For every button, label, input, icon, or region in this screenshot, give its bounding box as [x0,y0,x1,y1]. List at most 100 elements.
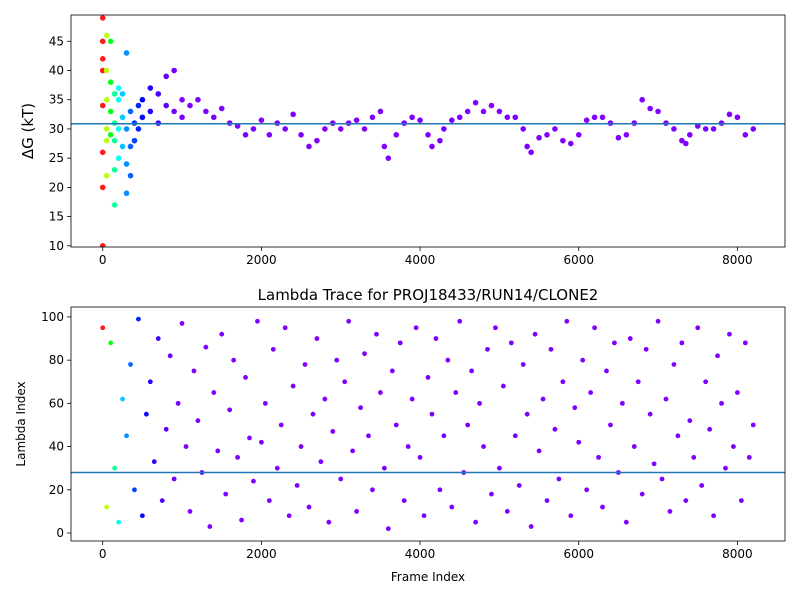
data-point [671,362,677,367]
data-point [623,131,630,138]
data-point [298,131,304,138]
data-point [750,126,757,132]
data-point [695,325,701,331]
data-point [354,508,359,514]
data-point [203,108,209,115]
data-point [707,426,713,432]
data-point [318,459,324,465]
x-tick-label: 8000 [722,547,753,561]
data-point [266,498,272,503]
data-point [417,454,423,460]
data-point [147,379,153,385]
data-point [575,131,582,138]
x-tick-label: 0 [99,547,107,561]
data-point [560,379,566,385]
data-point [235,454,241,460]
data-point [187,508,193,514]
data-point [147,85,154,91]
data-point [139,114,146,121]
data-point [163,426,169,432]
data-point [528,149,534,156]
axes-frame [70,306,786,542]
data-point [497,465,502,471]
data-point [131,137,138,144]
data-point [540,396,546,402]
data-point [136,316,141,322]
y-tick-label: 0 [56,526,64,540]
data-point [572,405,578,411]
data-point [266,131,273,138]
data-point [556,476,562,482]
data-point [274,465,280,471]
data-point [120,396,125,402]
data-point [742,340,748,346]
data-point [647,105,653,112]
data-point [623,519,629,525]
data-point [171,108,177,115]
data-point [115,155,122,161]
data-point [524,411,530,417]
data-point [750,422,756,428]
data-point [477,400,482,406]
data-point [437,137,443,144]
y-axis-label: Lambda Index [14,381,28,466]
data-point [378,390,383,395]
data-point [128,362,133,367]
data-point [703,379,709,385]
data-point [167,353,173,359]
data-point [155,336,161,341]
data-point [103,67,110,74]
y-tick-label: 20 [49,483,64,497]
data-point [179,321,185,326]
data-point [548,346,554,352]
data-point [322,126,328,132]
data-point [671,126,677,132]
data-point [135,102,142,109]
data-point [358,405,363,411]
data-point [187,102,193,109]
data-point [480,108,487,115]
data-point [183,444,189,449]
data-point [715,353,720,359]
x-tick-label: 6000 [563,253,594,267]
data-point [103,96,110,103]
data-point [259,439,264,445]
data-point [441,433,447,439]
data-point [504,114,511,121]
data-point [493,325,498,331]
data-point [453,390,459,395]
data-point [576,439,582,445]
data-point [667,508,673,514]
x-tick-label: 2000 [246,253,277,267]
data-point [711,513,716,519]
data-point [342,379,348,385]
data-point [215,448,221,454]
data-point [683,140,689,147]
data-point [445,357,451,363]
data-point [381,465,387,471]
data-point [413,325,419,331]
data-point [719,400,724,406]
data-point [655,318,661,324]
data-point [111,202,118,208]
data-point [346,318,352,324]
data-point [397,340,403,346]
data-point [619,400,625,406]
plot-area [100,316,756,532]
data-point [115,96,122,103]
x-tick-label: 2000 [246,547,277,561]
data-point [627,336,633,341]
data-point [381,143,388,150]
x-tick-label: 4000 [405,253,436,267]
data-point [171,476,177,482]
data-point [691,454,697,460]
data-point [290,111,296,118]
data-point [389,368,395,374]
data-point [195,96,201,103]
data-point [103,137,110,144]
data-point [322,396,328,402]
data-point [659,476,665,482]
data-point [731,444,736,449]
data-point [663,396,669,402]
data-point [508,340,514,346]
